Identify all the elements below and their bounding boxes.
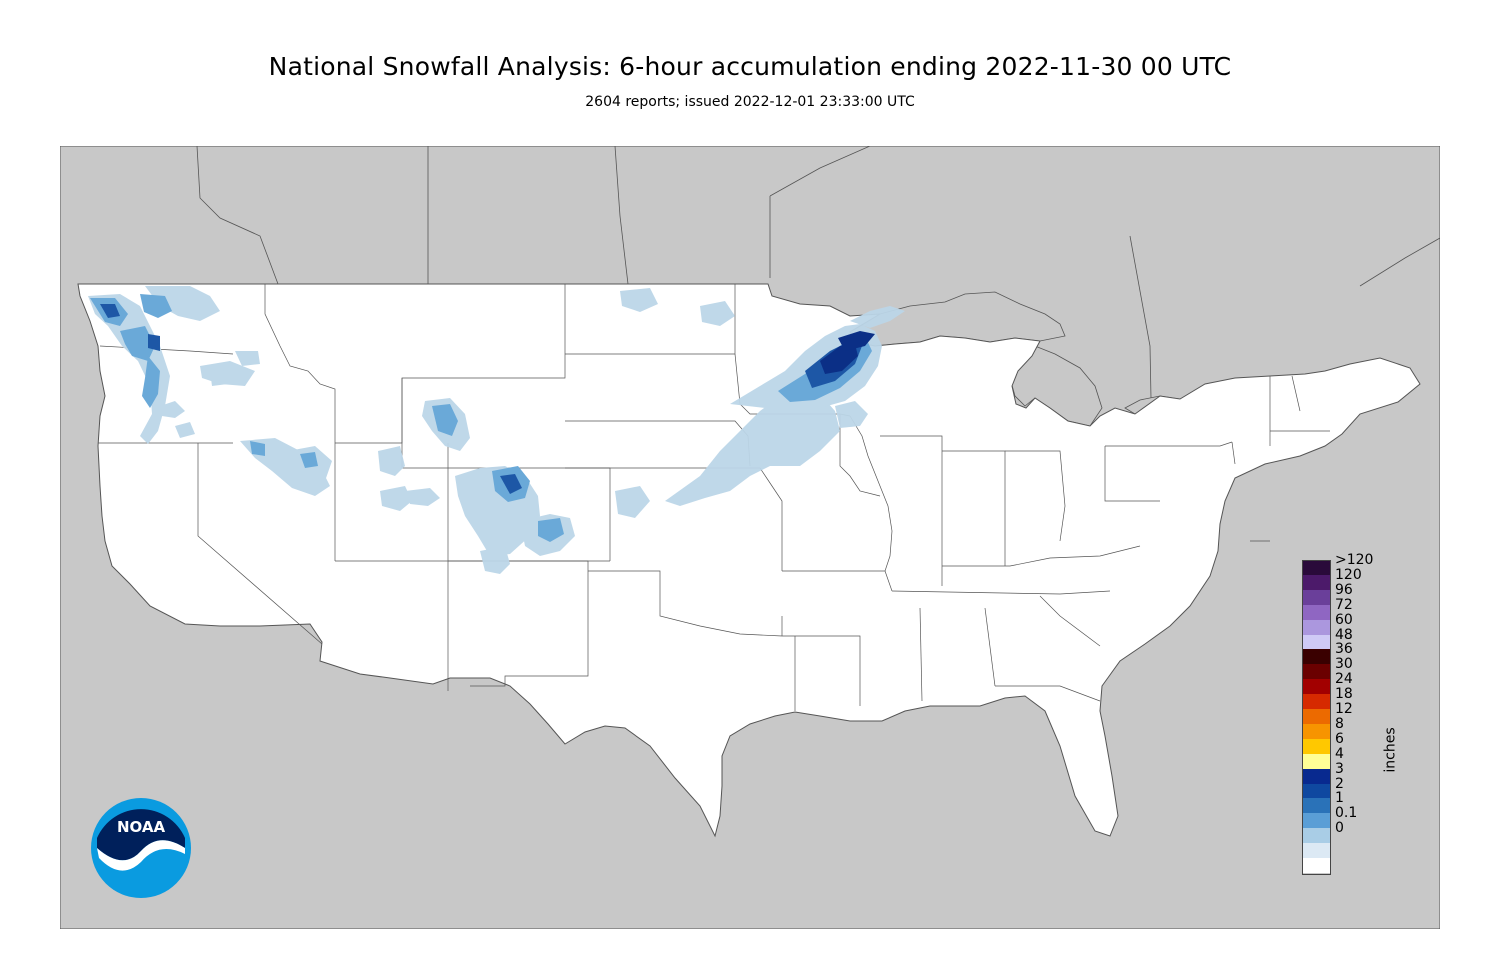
- legend-swatch: [1302, 783, 1330, 799]
- map-title: National Snowfall Analysis: 6-hour accum…: [268, 52, 1232, 81]
- legend-label: 1: [1335, 790, 1344, 807]
- legend-label: 96: [1335, 581, 1353, 598]
- map-subtitle: 2604 reports; issued 2022-12-01 23:33:00…: [585, 94, 915, 110]
- legend-swatch: [1302, 813, 1330, 829]
- legend-label: 48: [1335, 626, 1353, 643]
- legend-label: 2: [1335, 775, 1344, 792]
- legend-swatch: [1302, 694, 1330, 710]
- legend-swatch: [1302, 664, 1330, 680]
- legend-swatch: [1302, 679, 1330, 695]
- legend-swatch: [1302, 798, 1330, 814]
- legend-label: 8: [1335, 715, 1344, 732]
- legend-label: 30: [1335, 656, 1353, 673]
- legend-swatch: [1302, 723, 1330, 740]
- legend-swatch: [1302, 753, 1330, 770]
- legend-label: 18: [1335, 686, 1353, 703]
- legend-swatch: [1302, 828, 1330, 844]
- legend-swatch: [1302, 738, 1330, 755]
- legend-label: 6: [1335, 730, 1344, 747]
- legend-swatch: [1302, 768, 1330, 785]
- conus-land: [77, 283, 1421, 838]
- legend-swatch: [1302, 619, 1330, 635]
- legend-label: 60: [1335, 611, 1353, 628]
- legend-label: 0.1: [1335, 805, 1358, 822]
- legend-swatch: [1302, 574, 1330, 591]
- legend-units: inches: [1382, 727, 1399, 773]
- legend-swatch: [1302, 858, 1330, 874]
- legend-swatch: [1302, 709, 1330, 725]
- legend-swatch: [1302, 589, 1330, 606]
- snowfall-map: [60, 146, 1440, 929]
- state-boundaries: [98, 284, 1330, 711]
- legend-label: 12: [1335, 701, 1353, 718]
- legend-label: 24: [1335, 671, 1353, 688]
- noaa-logo: NOAA: [91, 798, 191, 898]
- legend-swatch: [1302, 649, 1330, 665]
- legend-label: 72: [1335, 596, 1353, 613]
- legend-swatch: [1302, 843, 1330, 859]
- legend-label: 3: [1335, 760, 1344, 777]
- noaa-logo-text: NOAA: [117, 818, 166, 836]
- legend-label: 4: [1335, 745, 1344, 762]
- legend-swatch: [1302, 604, 1330, 621]
- legend-label: 36: [1335, 641, 1353, 658]
- legend-swatch: [1302, 634, 1330, 650]
- legend-swatch: [1302, 560, 1330, 576]
- snow-max: [820, 331, 875, 374]
- snow-light: [88, 286, 905, 574]
- legend-label: 120: [1335, 566, 1362, 583]
- legend-label: >120: [1335, 552, 1374, 568]
- legend-label: 0: [1335, 820, 1344, 837]
